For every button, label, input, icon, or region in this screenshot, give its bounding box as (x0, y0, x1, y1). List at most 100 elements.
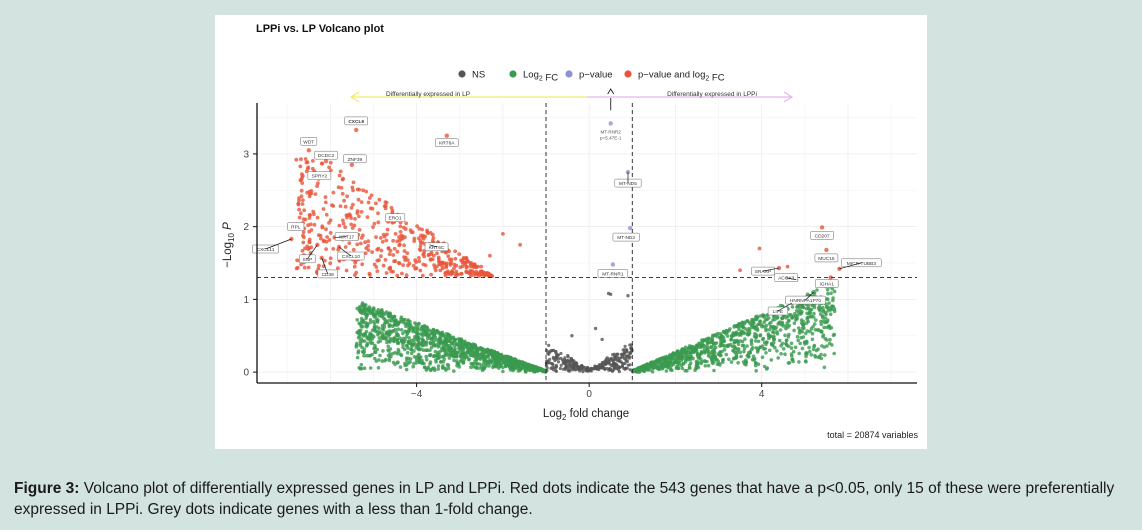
legend-swatch (509, 70, 517, 78)
data-point (627, 354, 631, 358)
data-point (556, 353, 560, 357)
gene-label-box (307, 171, 332, 180)
data-point (374, 235, 378, 240)
data-point (417, 226, 422, 231)
data-point (764, 351, 768, 355)
legend-swatch (458, 70, 466, 78)
data-point (465, 264, 469, 269)
data-point (600, 337, 604, 342)
data-point (416, 345, 421, 349)
data-point (402, 249, 407, 253)
data-point (404, 221, 409, 226)
data-point (600, 360, 604, 365)
data-point (479, 264, 484, 269)
data-point (829, 291, 833, 296)
legend-label: p−value (579, 70, 613, 81)
data-point (749, 338, 754, 342)
data-point (298, 164, 303, 169)
data-point (800, 303, 805, 308)
data-point (695, 362, 700, 367)
data-point (812, 311, 816, 316)
data-point (456, 343, 460, 348)
gene-label-box (343, 154, 367, 164)
data-point (406, 318, 410, 322)
data-point (747, 328, 752, 332)
data-point (387, 323, 392, 327)
data-point (742, 349, 746, 354)
data-point (368, 320, 373, 325)
data-point (436, 257, 441, 261)
data-point (366, 244, 371, 248)
data-point (821, 305, 825, 310)
data-point (722, 339, 727, 343)
data-point (391, 253, 396, 257)
data-point (429, 337, 434, 342)
data-point (610, 262, 616, 267)
data-point (422, 361, 426, 366)
data-point (377, 336, 382, 340)
data-point (701, 343, 705, 347)
data-point (421, 338, 425, 342)
data-point (309, 245, 314, 250)
data-point (392, 259, 396, 264)
gene-label: MUC15 (818, 256, 835, 262)
data-point (306, 265, 311, 270)
data-point (355, 209, 360, 213)
data-point (414, 266, 419, 271)
data-point (424, 330, 428, 334)
data-point (816, 328, 821, 332)
data-point (469, 345, 473, 349)
data-point (414, 361, 419, 365)
direction-arrows: Differentially expressed in LP Differenti… (349, 91, 794, 103)
data-point (674, 366, 679, 371)
data-point (819, 352, 823, 357)
data-point (445, 343, 449, 348)
data-point (831, 298, 835, 303)
gene-label: LIPE (773, 309, 783, 315)
gene-label-leader (334, 236, 347, 238)
data-point (302, 265, 307, 270)
data-point (768, 325, 773, 329)
data-point (370, 352, 374, 357)
gene-label: p=5.47E-1 (600, 135, 622, 140)
data-point (547, 343, 551, 347)
data-point (319, 236, 323, 241)
data-point (767, 328, 772, 332)
data-point (409, 351, 414, 356)
data-point (424, 354, 428, 359)
data-point (448, 262, 453, 267)
data-point (453, 249, 457, 254)
data-point (325, 235, 329, 239)
data-point (415, 335, 419, 339)
data-point (390, 329, 395, 333)
data-point (393, 232, 398, 236)
data-point (438, 355, 442, 359)
arrow-right-label: Differentially expressed in LPPi (667, 91, 757, 98)
gene-label-box (751, 266, 775, 276)
data-point (331, 190, 336, 195)
data-point (406, 263, 410, 268)
data-point (438, 339, 443, 344)
total-variables-label: total = 20874 variables (827, 430, 918, 440)
data-point (468, 262, 473, 266)
data-point (436, 350, 440, 355)
data-point (428, 231, 433, 235)
data-point (763, 340, 767, 345)
data-point (299, 211, 303, 216)
data-point (737, 324, 742, 329)
data-point (460, 345, 464, 349)
data-point (623, 361, 627, 365)
data-point (429, 345, 434, 350)
gene-label-box (299, 254, 316, 264)
data-point (499, 364, 503, 369)
data-point (377, 331, 381, 336)
data-point (464, 256, 469, 260)
data-point (395, 332, 400, 337)
data-point (367, 196, 372, 200)
gene-label-leader (786, 277, 797, 281)
data-point (534, 367, 538, 372)
data-point (776, 265, 782, 271)
data-point (620, 364, 624, 368)
data-point (752, 357, 757, 361)
data-point (826, 291, 830, 296)
